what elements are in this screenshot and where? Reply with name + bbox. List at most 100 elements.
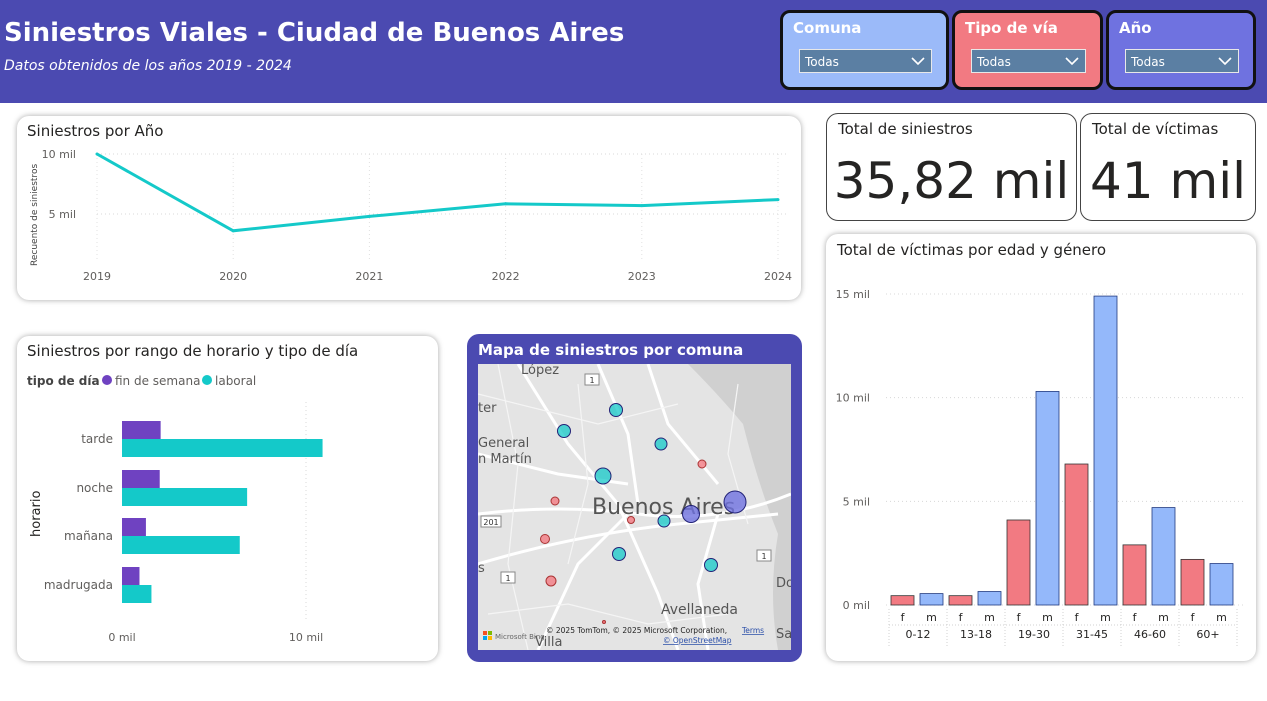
- sub-axis-label: m: [1100, 611, 1111, 624]
- group-label: 13-18: [960, 628, 992, 641]
- bar-male: [977, 591, 1002, 606]
- total-siniestros-card: Total de siniestros 35,82 mil: [826, 113, 1077, 221]
- comuna-dropdown-value: Todas: [805, 55, 839, 69]
- siniestros-line: [96, 152, 779, 233]
- map-view[interactable]: 1 201 1 1 López ter General n Martín Bue…: [478, 364, 791, 650]
- page-title: Siniestros Viales - Ciudad de Buenos Air…: [4, 18, 625, 48]
- tipo-via-dropdown-value: Todas: [977, 55, 1011, 69]
- map-label-do: Do: [776, 576, 791, 591]
- category-label: madrugada: [44, 578, 113, 592]
- map-label-s: s: [478, 561, 485, 576]
- map-label-lopez: López: [521, 364, 559, 378]
- sub-axis-label: f: [1133, 611, 1138, 624]
- map-card: Mapa de siniestros por comuna: [467, 334, 802, 662]
- bar-male: [1035, 391, 1060, 606]
- anio-dropdown-value: Todas: [1131, 55, 1165, 69]
- chevron-down-icon: [1218, 57, 1232, 66]
- map-bubble[interactable]: [612, 547, 626, 561]
- bar-female: [1006, 519, 1031, 606]
- sub-axis-label: m: [1042, 611, 1053, 624]
- map-label-sa: Sa: [776, 627, 791, 642]
- y-tick-label: 15 mil: [836, 288, 870, 301]
- map-label-ter: ter: [478, 401, 497, 416]
- total-victimas-value: 41 mil: [1089, 152, 1246, 210]
- map-bubble[interactable]: [550, 496, 560, 506]
- legend-label-laboral: laboral: [215, 374, 256, 388]
- group-label: 31-45: [1076, 628, 1108, 641]
- map-bubble[interactable]: [704, 558, 718, 572]
- comuna-dropdown[interactable]: Todas: [799, 49, 932, 73]
- anio-slicer: Año Todas: [1106, 10, 1256, 90]
- map-bubble[interactable]: [654, 437, 668, 451]
- sub-axis-label: f: [1075, 611, 1080, 624]
- legend-title: tipo de día: [27, 374, 100, 388]
- legend-swatch-laboral: [202, 375, 212, 385]
- line-point: [367, 214, 371, 218]
- map-bubble[interactable]: [682, 505, 700, 523]
- sub-axis-label: m: [1158, 611, 1169, 624]
- map-bubble[interactable]: [540, 534, 550, 544]
- map-bubble[interactable]: [723, 490, 747, 514]
- y-tick-label: 0 mil: [843, 599, 870, 612]
- bar-female: [890, 595, 915, 606]
- route-1-label-c: 1: [761, 552, 766, 561]
- bar-laboral: [122, 439, 323, 457]
- line-chart: 10 mil 5 mil 2019 2020 2021 2022 2023 2024 Recue…: [30, 148, 792, 283]
- bing-logo-text: Microsoft Bing: [495, 633, 545, 641]
- legend-label-fin-de-semana: fin de semana: [115, 374, 200, 388]
- bar-male: [1093, 295, 1118, 606]
- line-point: [776, 198, 780, 202]
- page-subtitle: Datos obtenidos de los años 2019 - 2024: [4, 58, 292, 74]
- map-terms-link[interactable]: Terms: [741, 626, 764, 635]
- siniestros-por-anio-card: Siniestros por Año 10 mil 5 mil 2019 2020 20…: [17, 116, 801, 300]
- sub-axis-label: f: [1191, 611, 1196, 624]
- sub-axis-label: f: [901, 611, 906, 624]
- x-tick-label: 2021: [355, 270, 383, 283]
- sub-axis-label: f: [1017, 611, 1022, 624]
- category-label: noche: [76, 481, 113, 495]
- line-point: [640, 204, 644, 208]
- y-tick-label: 5 mil: [843, 495, 870, 508]
- bar-laboral: [122, 585, 152, 603]
- tipo-via-dropdown[interactable]: Todas: [971, 49, 1086, 73]
- hbar-chart: tipo de día fin de semana laboral 0 mil 10 m…: [27, 374, 323, 644]
- total-siniestros-label: Total de siniestros: [838, 120, 973, 138]
- bar-fin-de-semana: [122, 518, 146, 536]
- map-bubble[interactable]: [594, 467, 612, 485]
- comuna-slicer-label: Comuna: [793, 19, 862, 37]
- map-attribution: © 2025 TomTom, © 2025 Microsoft Corporat…: [546, 626, 727, 635]
- map-label-avellaneda: Avellaneda: [661, 602, 738, 618]
- x-tick-label: 2024: [764, 270, 792, 283]
- anio-slicer-label: Año: [1119, 19, 1152, 37]
- bar-laboral: [122, 488, 248, 506]
- tipo-via-slicer-label: Tipo de vía: [965, 19, 1058, 37]
- map-osm-link[interactable]: © OpenStreetMap: [663, 636, 732, 645]
- bar-female: [1122, 544, 1147, 606]
- map-bubble[interactable]: [697, 459, 707, 469]
- anio-dropdown[interactable]: Todas: [1125, 49, 1239, 73]
- group-label: 60+: [1196, 628, 1219, 641]
- comuna-slicer: Comuna Todas: [780, 10, 949, 90]
- x-tick-label: 2022: [492, 270, 520, 283]
- bar-male: [919, 593, 944, 606]
- map-canvas: 1 201 1 1 López ter General n Martín Bue…: [478, 364, 791, 650]
- y-axis-title: Recuento de siniestros: [30, 164, 40, 266]
- map-bubble[interactable]: [657, 514, 671, 528]
- map-bubble[interactable]: [602, 620, 606, 624]
- total-victimas-card: Total de víctimas 41 mil: [1080, 113, 1256, 221]
- map-bubble[interactable]: [627, 516, 635, 524]
- bar-laboral: [122, 536, 240, 554]
- sub-axis-label: m: [984, 611, 995, 624]
- hbar-chart-title: Siniestros por rango de horario y tipo d…: [27, 342, 359, 360]
- x-tick-label: 2023: [628, 270, 656, 283]
- map-bubble[interactable]: [557, 424, 571, 438]
- map-bubble[interactable]: [545, 575, 557, 587]
- x-tick-label: 2019: [83, 270, 111, 283]
- chevron-down-icon: [911, 57, 925, 66]
- bar-female: [1180, 558, 1205, 606]
- horario-tipo-dia-card: Siniestros por rango de horario y tipo d…: [17, 336, 438, 661]
- map-bubble[interactable]: [609, 403, 623, 417]
- legend-swatch-fin-de-semana: [102, 375, 112, 385]
- group-label: 46-60: [1134, 628, 1166, 641]
- x-tick-label: 10 mil: [289, 631, 323, 644]
